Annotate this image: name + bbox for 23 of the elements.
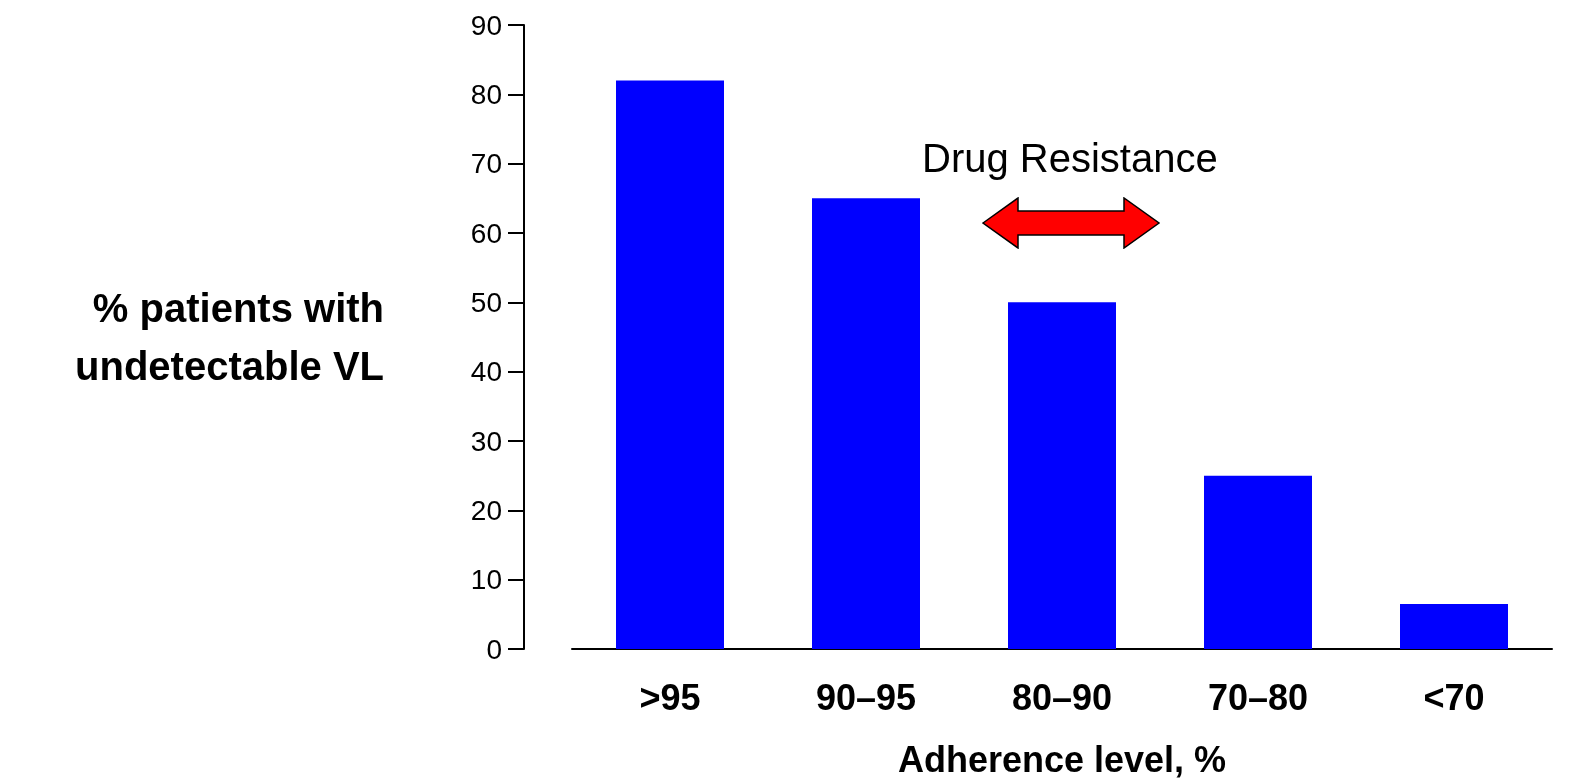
x-tick-label: <70	[1423, 676, 1485, 718]
x-tick-label: 80–90	[1011, 676, 1113, 718]
y-tick-label: 80	[470, 78, 502, 110]
y-tick-label: 60	[470, 217, 502, 249]
y-tick-label: 90	[470, 9, 502, 41]
x-axis-title: Adherence level, %	[897, 738, 1227, 780]
y-tick-label: 50	[470, 286, 502, 318]
bar	[1400, 603, 1508, 649]
x-tick-label: 70–80	[1207, 676, 1309, 718]
y-tick-label: 20	[470, 494, 502, 526]
y-tick-label: 0	[486, 633, 502, 665]
annotation: Drug Resistance	[922, 136, 1218, 180]
x-tick-label: 90–95	[815, 676, 917, 718]
y-tick-label: 10	[470, 564, 502, 596]
x-tick-label: >95	[639, 676, 701, 718]
bar	[1204, 475, 1312, 649]
bar	[1008, 302, 1116, 649]
y-tick-label: 40	[470, 356, 502, 388]
y-tick-label: 30	[470, 425, 502, 457]
bar	[812, 198, 920, 649]
y-axis-title: % patients with undetectable VL	[75, 286, 384, 388]
bar	[616, 80, 724, 649]
y-tick-label: 70	[470, 148, 502, 180]
